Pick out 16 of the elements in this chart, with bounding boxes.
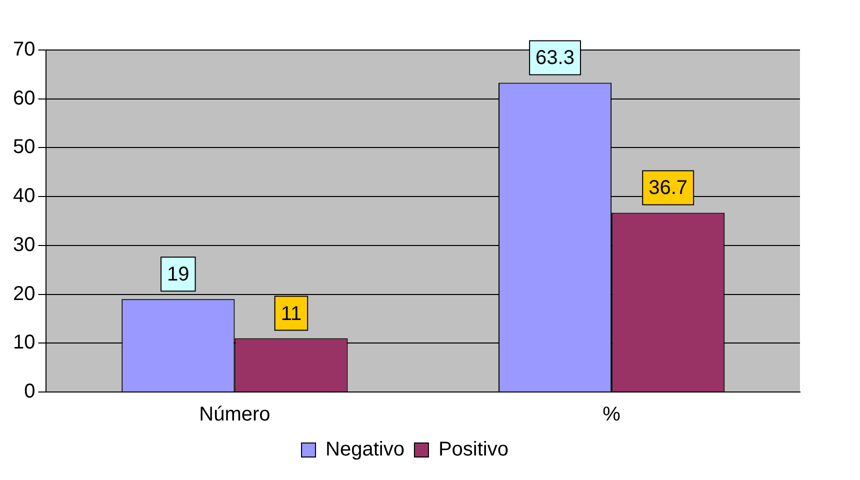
legend-label: Positivo [438,438,508,461]
y-tick-label: 70 [12,38,36,61]
x-tick-label: % [602,404,621,426]
data-label: 19 [167,264,190,286]
y-tick-label: 10 [12,332,36,354]
y-tick-label: 0 [24,380,36,403]
data-label: 63.3 [536,47,574,70]
y-tick-label: 40 [12,185,36,208]
x-tick-label: Número [199,404,270,426]
y-tick-label: 50 [12,136,36,158]
y-tick-label: 60 [12,87,36,110]
data-label: 36.7 [648,177,688,200]
legend-label: Negativo [326,438,404,461]
y-tick-label: 20 [12,282,36,305]
data-label: 11 [280,302,302,325]
y-tick-label: 30 [12,234,36,256]
